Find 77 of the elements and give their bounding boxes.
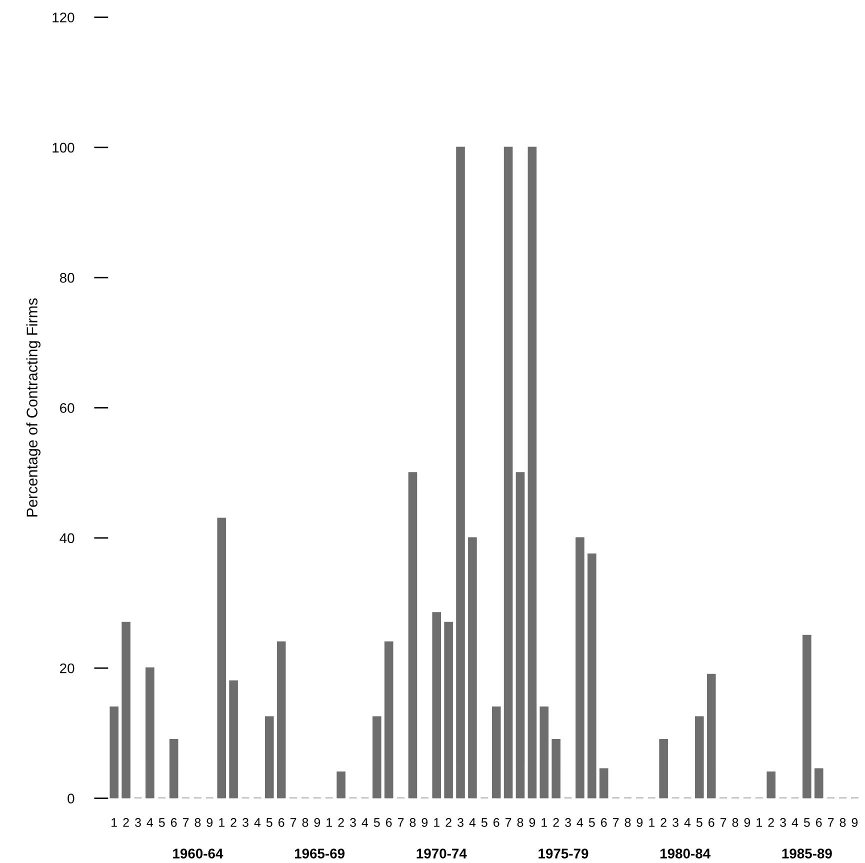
y-axis-title: Percentage of Contracting Firms [26,298,41,516]
x-tick-label: 5 [804,818,810,827]
x-tick-label: 1 [219,818,224,827]
x-tick-label: 1 [542,818,547,827]
y-tick-label: 20 [60,663,74,674]
x-tick-label: 9 [744,818,750,827]
x-tick-label: 4 [684,818,691,827]
text: 1970-74 [416,848,467,858]
x-tick-label: 5 [266,818,272,827]
x-tick-label: 3 [565,818,571,827]
x-tick-label: 7 [720,818,726,827]
x-tick-label: 4 [146,818,154,827]
x-tick-label: 6 [278,818,284,827]
y-tick-label: 0 [68,794,74,804]
x-tick-label: 6 [494,818,500,827]
x-tick-label: 2 [230,818,236,827]
x-tick-label: 8 [624,818,631,827]
x-tick-label: 7 [398,818,404,827]
x-tick-label: 6 [170,818,177,827]
x-tick-label: 9 [422,818,428,827]
y-tick-label: 40 [60,533,74,544]
x-tick-label: 9 [314,818,320,827]
x-tick-label: 3 [134,818,141,827]
y-tick-label: 100 [52,142,74,153]
x-tick-label: 2 [446,818,452,827]
text: 1960-64 [173,848,224,858]
x-tick-label: 3 [672,818,678,827]
x-tick-label: 3 [242,818,248,827]
text: 1965-69 [294,848,345,858]
x-tick-label: 9 [206,818,213,827]
x-tick-label: 8 [732,818,738,827]
x-tick-label: 9 [529,818,536,827]
x-tick-label: 4 [792,818,798,827]
text: 1985-89 [782,848,832,858]
x-tick-label: 6 [708,818,714,827]
x-tick-label: 2 [768,818,774,827]
x-tick-label: 8 [410,818,416,827]
y-tick-label: 60 [60,403,74,413]
x-tick-label: 5 [696,818,702,827]
x-tick-label: 1 [112,818,117,827]
x-tick-label: 6 [386,818,392,827]
x-tick-label: 1 [434,818,440,827]
x-tick-label: 5 [158,818,165,827]
x-tick-label: 2 [553,818,559,827]
x-tick-label: 7 [505,818,512,827]
x-tick-label: 3 [458,818,464,827]
x-tick-label: 5 [481,818,488,827]
x-tick-label: 5 [374,818,380,827]
y-tick-label: 80 [60,272,74,283]
x-tick-label: 8 [517,818,524,827]
x-tick-label: 6 [601,818,607,827]
x-tick-label: 3 [780,818,786,827]
text: 1975-79 [538,848,588,858]
x-tick-label: 7 [612,818,619,827]
x-tick-label: 8 [194,818,201,827]
x-tick-label: 1 [326,818,332,827]
x-tick-label: 2 [123,818,129,827]
x-tick-label: 9 [636,818,643,827]
text: 1980-84 [660,848,710,858]
x-tick-label: 4 [254,818,261,827]
x-tick-label: 8 [840,818,846,827]
y-tick-label: 120 [52,12,74,22]
x-tick-label: 2 [660,818,666,827]
x-tick-label: 9 [852,818,858,827]
x-tick-label: 4 [469,818,476,827]
x-tick-label: 7 [290,818,296,827]
x-tick-label: 2 [338,818,344,827]
x-tick-label: 7 [182,818,189,827]
x-tick-label: 6 [816,818,822,827]
x-tick-label: 7 [828,818,834,827]
x-tick-label: 5 [588,818,595,827]
x-tick-label: 3 [350,818,356,827]
x-tick-label: 1 [649,818,654,827]
x-tick-label: 4 [576,818,584,827]
x-tick-label: 8 [302,818,308,827]
x-tick-label: 1 [756,818,762,827]
x-tick-label: 4 [362,818,368,827]
